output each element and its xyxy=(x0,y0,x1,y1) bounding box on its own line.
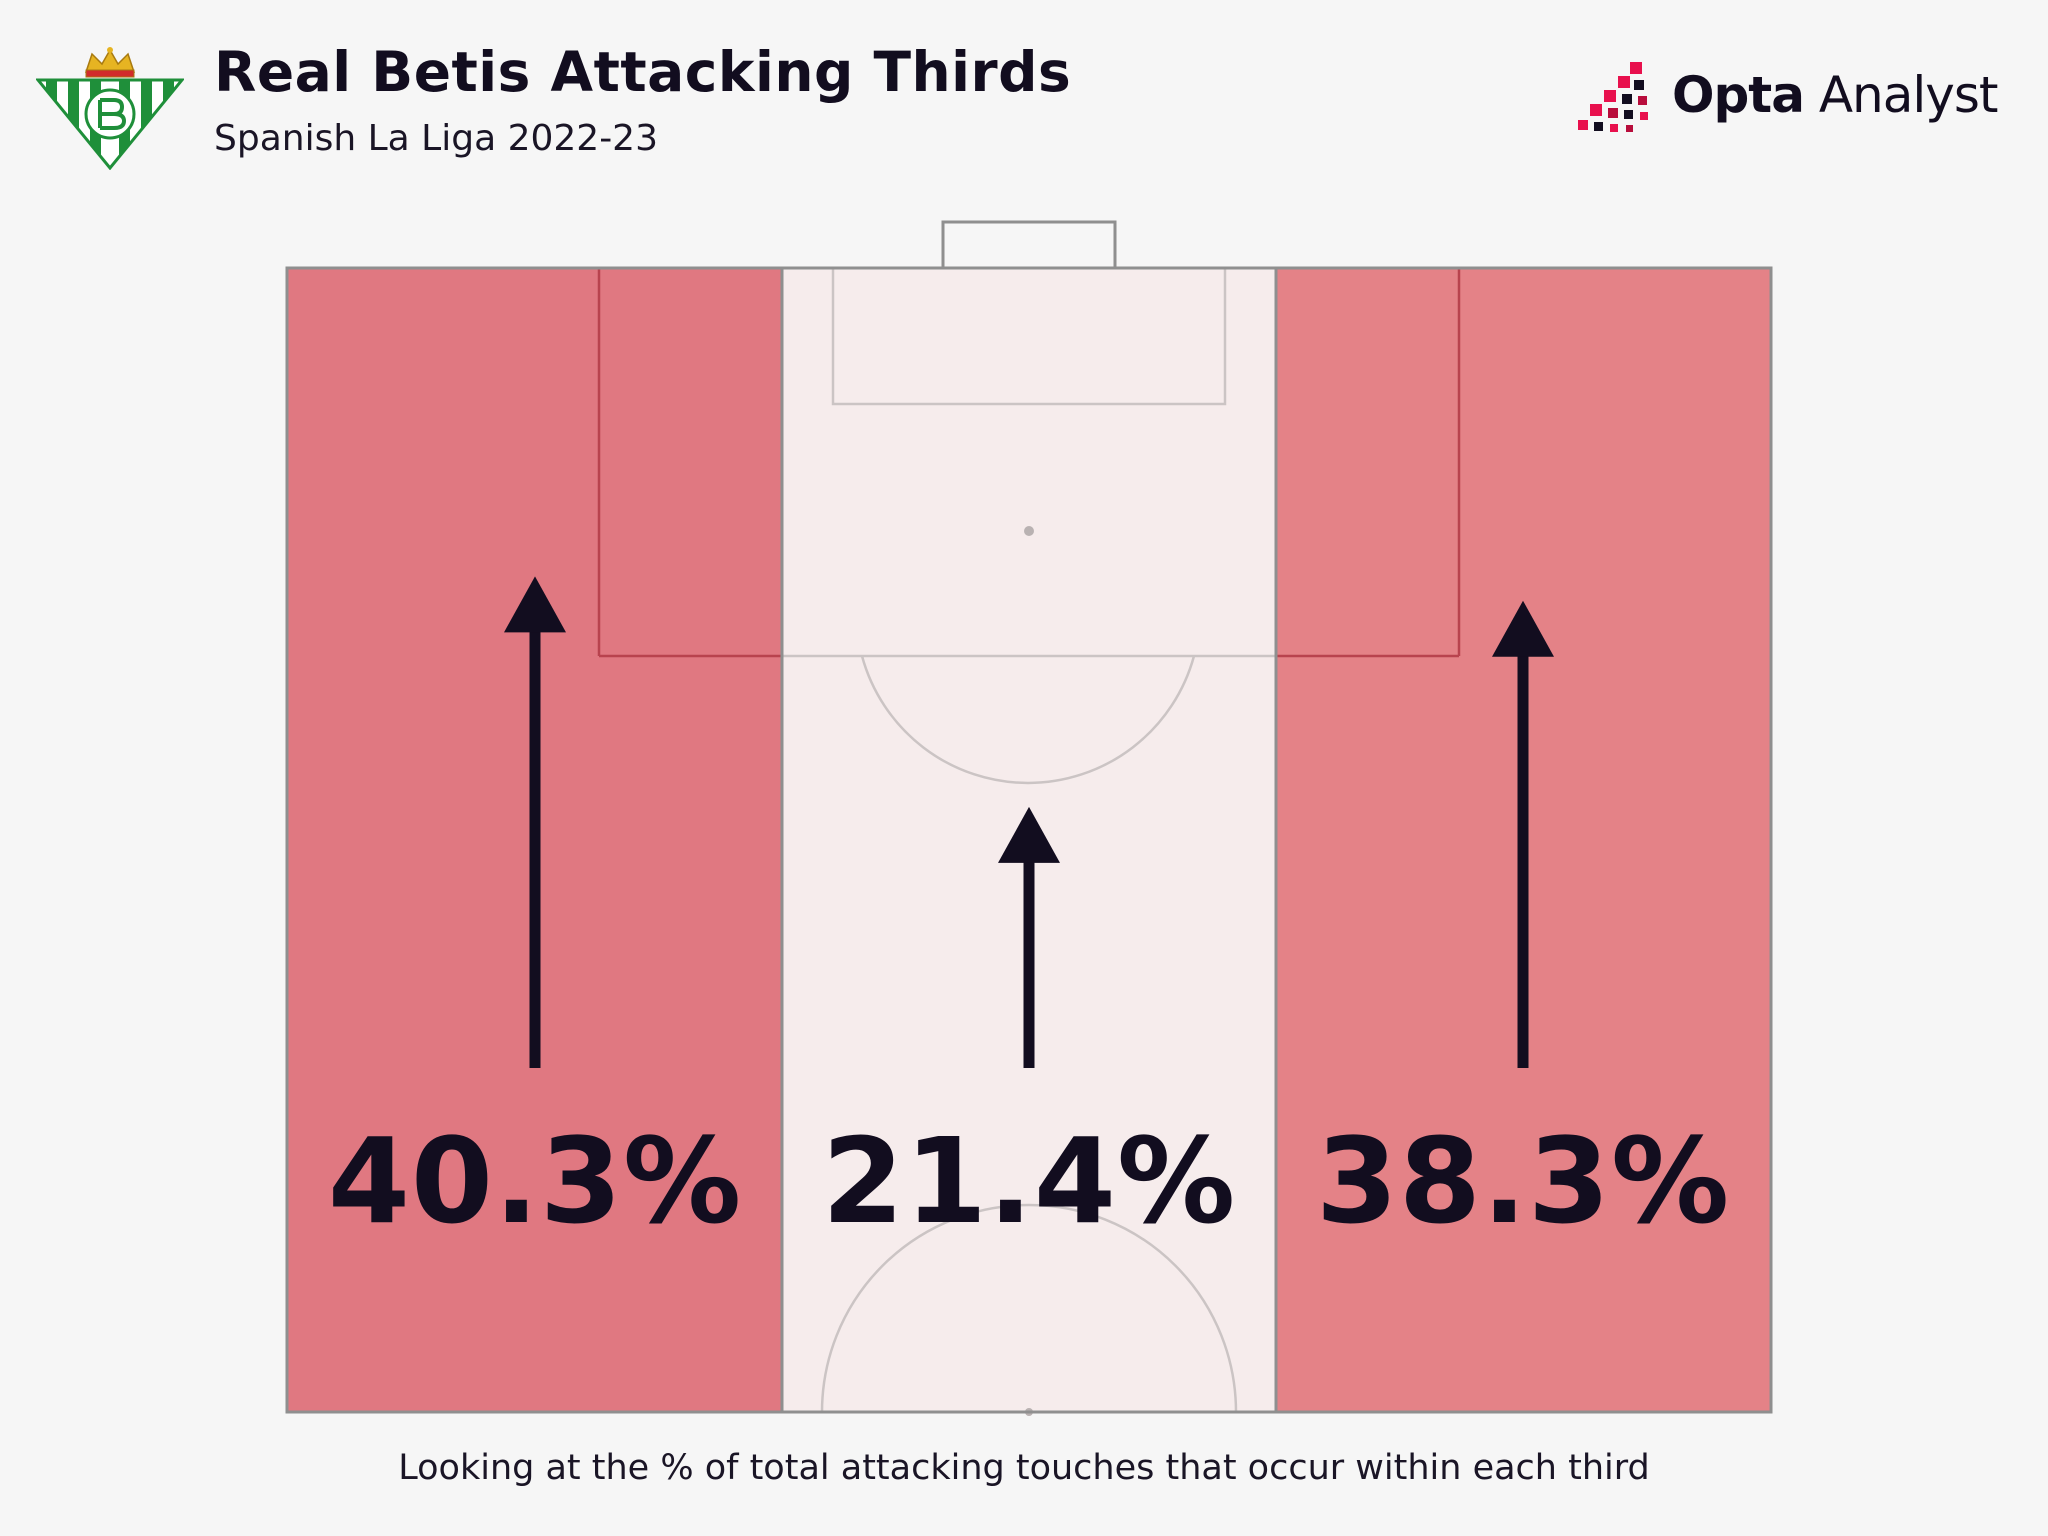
pitch-outline xyxy=(285,266,1773,1414)
third-dividers xyxy=(780,268,1278,1412)
crown-icon xyxy=(84,47,136,78)
opta-analyst-logo: Opta Analyst xyxy=(1574,52,1998,142)
arrow-left-head xyxy=(504,576,566,633)
pct-label-left: 40.3% xyxy=(328,1112,742,1250)
brand-name: Opta Analyst xyxy=(1672,66,1998,124)
goal xyxy=(941,220,1117,270)
brand-name-regular: Analyst xyxy=(1803,66,1999,124)
arrow-right-shaft xyxy=(1517,652,1529,1068)
pct-label-center: 21.4% xyxy=(822,1112,1236,1250)
arrow-left-shaft xyxy=(529,628,541,1068)
arrow-series xyxy=(504,576,1554,1068)
arrow-left xyxy=(504,576,566,1068)
arrow-center xyxy=(998,806,1060,1068)
pct-label-right: 38.3% xyxy=(1316,1112,1730,1250)
chart-subtitle: Spanish La Liga 2022-23 xyxy=(214,118,658,159)
pitch-markings-outer xyxy=(597,268,1461,658)
opta-mark-icon xyxy=(1578,62,1648,132)
chart-caption: Looking at the % of total attacking touc… xyxy=(398,1448,1650,1488)
arrow-center-shaft xyxy=(1023,858,1035,1068)
penalty-arc xyxy=(860,655,1196,785)
brand-name-bold: Opta xyxy=(1672,66,1805,124)
center-circle xyxy=(820,1203,1238,1413)
arrow-center-head xyxy=(998,806,1060,863)
chart-title: Real Betis Attacking Thirds xyxy=(214,40,1072,104)
arrow-right xyxy=(1492,600,1554,1068)
arrow-right-head xyxy=(1492,600,1554,657)
real-betis-crest-icon xyxy=(36,47,184,170)
penalty-spot xyxy=(1024,526,1034,536)
